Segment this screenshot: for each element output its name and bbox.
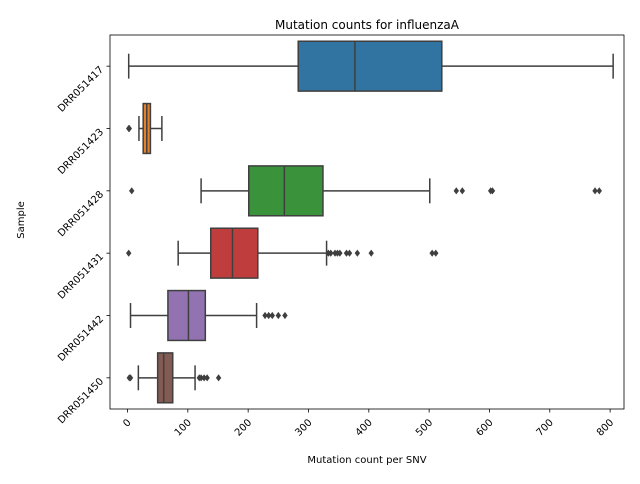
outlier-point xyxy=(489,187,496,195)
y-tick-label: DRR051431 xyxy=(56,252,106,302)
x-tick-label: 0 xyxy=(121,417,133,429)
outlier-point xyxy=(201,374,207,382)
box xyxy=(209,227,259,279)
box xyxy=(167,289,207,342)
outlier-point xyxy=(368,249,374,257)
y-tick-label: DRR051450 xyxy=(56,376,106,426)
box-group-DRR051431 xyxy=(126,227,439,279)
outlier-point xyxy=(429,249,435,257)
plot-area xyxy=(126,40,614,404)
box-group-DRR051442 xyxy=(129,289,288,342)
outlier-point xyxy=(343,249,350,257)
outlier-point xyxy=(198,374,204,382)
outlier-point xyxy=(127,374,134,382)
x-tick-label: 200 xyxy=(233,417,254,438)
x-tick-label: 400 xyxy=(354,417,375,438)
x-tick-label: 100 xyxy=(173,417,194,438)
y-axis-label: Sample xyxy=(16,201,27,239)
x-tick-label: 500 xyxy=(414,417,435,438)
y-tick-label: DRR051428 xyxy=(56,189,106,239)
y-tick-label: DRR051442 xyxy=(56,314,106,364)
box-group-DRR051428 xyxy=(129,165,602,217)
outlier-point xyxy=(354,249,361,257)
x-tick-label: 700 xyxy=(535,417,556,438)
outlier-point xyxy=(215,374,222,382)
box-group-DRR051417 xyxy=(127,40,614,92)
y-tick-label: DRR051417 xyxy=(56,65,106,115)
outlier-point xyxy=(459,187,466,195)
box xyxy=(156,352,174,404)
outlier-point xyxy=(126,249,132,257)
x-tick-label: 600 xyxy=(474,417,495,438)
outlier-point xyxy=(204,374,210,382)
outlier-point xyxy=(433,249,439,257)
y-tick-label: DRR051423 xyxy=(56,127,106,177)
x-tick-label: 800 xyxy=(595,417,616,438)
outlier-point xyxy=(126,124,133,133)
box-group-DRR051423 xyxy=(126,102,163,155)
outlier-point xyxy=(129,187,135,195)
box-group-DRR051450 xyxy=(126,352,222,404)
outlier-point xyxy=(596,187,602,195)
x-tick-label: 300 xyxy=(293,417,314,438)
outlier-point xyxy=(275,311,282,320)
outlier-point xyxy=(282,311,288,320)
outlier-point xyxy=(337,249,343,257)
outlier-point xyxy=(328,249,334,257)
outlier-point xyxy=(346,249,353,257)
box xyxy=(248,165,324,217)
outlier-point xyxy=(453,187,459,195)
x-axis-label: Mutation count per SNV xyxy=(307,455,426,466)
box xyxy=(297,40,443,92)
outlier-point xyxy=(262,311,268,320)
chart-title: Mutation counts for influenzaA xyxy=(275,18,460,32)
outlier-point xyxy=(265,311,272,320)
plot-frame xyxy=(109,34,625,410)
outlier-point xyxy=(269,311,275,320)
outlier-point xyxy=(592,187,598,195)
